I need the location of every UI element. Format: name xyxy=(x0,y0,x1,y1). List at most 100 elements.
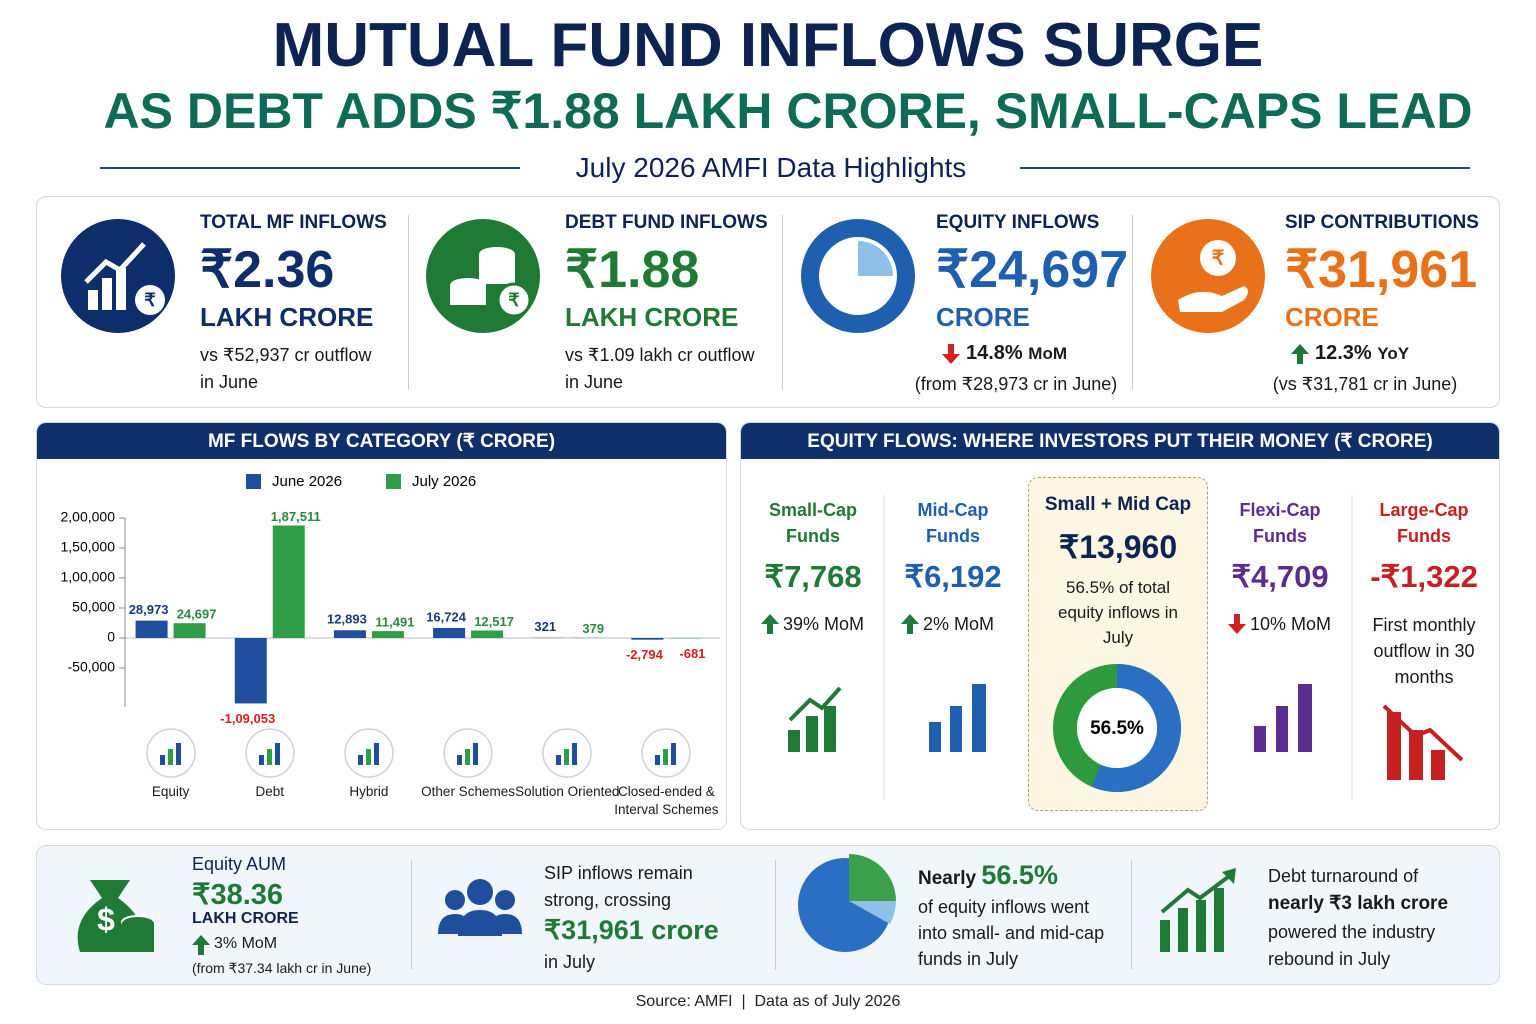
category-label: Solution Oriented xyxy=(515,784,620,799)
bar xyxy=(371,631,404,638)
legend-swatch xyxy=(386,474,401,489)
kpi-note: (from ₹28,973 cr in June) xyxy=(914,374,1118,394)
kpi-label: TOTAL MF INFLOWS xyxy=(200,212,387,233)
aum-note: (from ₹37.34 lakh cr in June) xyxy=(192,960,372,976)
separator xyxy=(411,860,412,970)
kpi-unit: CRORE xyxy=(1285,302,1379,332)
legend-label: June 2026 xyxy=(272,473,342,490)
svg-text:₹: ₹ xyxy=(144,290,156,310)
y-tick-label: 1,50,000 xyxy=(61,539,116,555)
separator xyxy=(1132,215,1133,390)
highlight-value: ₹13,960 xyxy=(1058,529,1178,565)
bar xyxy=(433,627,466,638)
category-label: Hybrid xyxy=(349,784,389,799)
panel-header: MF FLOWS BY CATEGORY (₹ CRORE) xyxy=(37,423,726,459)
kpi-value: ₹31,961 xyxy=(1285,241,1478,299)
bottom-strip xyxy=(36,845,1500,985)
kpi-value: ₹1.88 xyxy=(565,241,700,299)
kpi-unit: CRORE xyxy=(936,302,1030,332)
value-label: 12,517 xyxy=(474,614,514,629)
fund-change: 39% MoM xyxy=(783,614,865,634)
value-label: -681 xyxy=(679,646,705,661)
bar xyxy=(135,620,168,638)
y-tick-label: 1,00,000 xyxy=(61,569,116,585)
value-label: 1,87,511 xyxy=(271,509,321,524)
y-tick-label: 0 xyxy=(107,629,115,645)
kpi-note: (vs ₹31,781 cr in June) xyxy=(1272,374,1458,394)
y-tick-label: 50,000 xyxy=(72,599,115,615)
kpi-change: 14.8% xyxy=(966,342,1023,364)
kpi-label: DEBT FUND INFLOWS xyxy=(565,212,768,233)
kpi-note: in June xyxy=(200,372,259,392)
kpi-period: MoM xyxy=(1028,344,1067,363)
share-prefix: Nearly xyxy=(918,868,977,889)
kpi-change-row: 14.8% MoM xyxy=(966,342,1067,365)
value-label: 321 xyxy=(534,619,556,634)
kpi-value: ₹2.36 xyxy=(200,241,335,299)
trend-arrow xyxy=(1228,614,1246,634)
sip-text: SIP inflows remain strong, crossing xyxy=(544,863,693,910)
footer: Source: AMFI | Data as of July 2026 xyxy=(635,993,901,1010)
category-icon xyxy=(542,728,592,778)
trend-arrow xyxy=(942,344,960,364)
y-tick-label: -50,000 xyxy=(68,659,116,675)
separator xyxy=(408,215,409,390)
fund-name: Flexi-Cap Funds xyxy=(1239,500,1321,546)
bottom-icons: $ xyxy=(77,854,1236,952)
subtitle: AS DEBT ADDS ₹1.88 LAKH CRORE, SMALL-CAP… xyxy=(103,83,1473,139)
fund-name: Large-Cap Funds xyxy=(1379,500,1469,546)
debt-suffix: powered the industry rebound in July xyxy=(1268,922,1436,969)
legend-swatch xyxy=(246,474,261,489)
fund-name: Small-Cap Funds xyxy=(768,500,858,546)
fund-change: 10% MoM xyxy=(1250,614,1332,634)
kpi-label: SIP CONTRIBUTIONS xyxy=(1285,212,1479,233)
value-label: 28,973 xyxy=(129,602,169,617)
aum-change: 3% MoM xyxy=(214,935,278,952)
fund-change: 2% MoM xyxy=(923,614,995,634)
debt-highlight: nearly ₹3 lakh crore xyxy=(1268,893,1449,914)
kpi-note: vs ₹52,937 cr outflow xyxy=(200,345,372,365)
category-label: Equity xyxy=(151,784,190,799)
tagline: July 2026 AMFI Data Highlights xyxy=(575,152,967,183)
kpi-unit: LAKH CRORE xyxy=(565,302,739,332)
fund-value: ₹7,768 xyxy=(764,559,862,594)
as-of: Data as of July 2026 xyxy=(754,993,901,1010)
bar xyxy=(272,525,305,638)
donut-share xyxy=(1053,664,1181,792)
category-icon xyxy=(245,728,295,778)
separator xyxy=(1131,860,1132,970)
share-head: Nearly 56.5% xyxy=(918,860,1058,891)
aum-unit: LAKH CRORE xyxy=(192,910,299,927)
fund-value: ₹4,709 xyxy=(1231,559,1329,594)
separator xyxy=(775,860,776,970)
kpi-change: 12.3% xyxy=(1315,342,1372,364)
category-label: Closed-ended & Interval Schemes xyxy=(614,784,719,817)
share-text: of equity inflows went into small- and m… xyxy=(918,897,1105,969)
rule xyxy=(100,167,520,169)
category-icon xyxy=(145,728,196,778)
donut-hole xyxy=(1077,688,1157,768)
y-tick-label: 2,00,000 xyxy=(61,509,116,525)
title: MUTUAL FUND INFLOWS SURGE xyxy=(272,11,1264,80)
category-label: Other Schemes xyxy=(421,784,515,799)
fund-value: -₹1,322 xyxy=(1370,559,1478,594)
aum-value: ₹38.36 xyxy=(192,879,284,911)
value-label: 16,724 xyxy=(426,609,467,624)
bar xyxy=(234,638,267,704)
kpi-note: vs ₹1.09 lakh cr outflow xyxy=(565,345,755,365)
kpi-period: YoY xyxy=(1377,344,1410,363)
category-label: Debt xyxy=(255,784,285,799)
bar xyxy=(631,638,664,640)
fund-name: Mid-Cap Funds xyxy=(917,500,989,546)
kpi-label: EQUITY INFLOWS xyxy=(936,212,1100,233)
value-label: 379 xyxy=(582,621,604,636)
value-label: 24,697 xyxy=(177,607,217,622)
rule xyxy=(1020,167,1470,169)
legend-label: July 2026 xyxy=(412,473,476,490)
category-icon xyxy=(443,728,493,778)
fund-note: First monthly outflow in 30 months xyxy=(1372,615,1476,687)
trend-arrow xyxy=(192,935,210,955)
trend-arrow xyxy=(901,614,919,634)
fund-value: ₹6,192 xyxy=(904,559,1002,594)
sip-suffix: in July xyxy=(544,952,596,972)
